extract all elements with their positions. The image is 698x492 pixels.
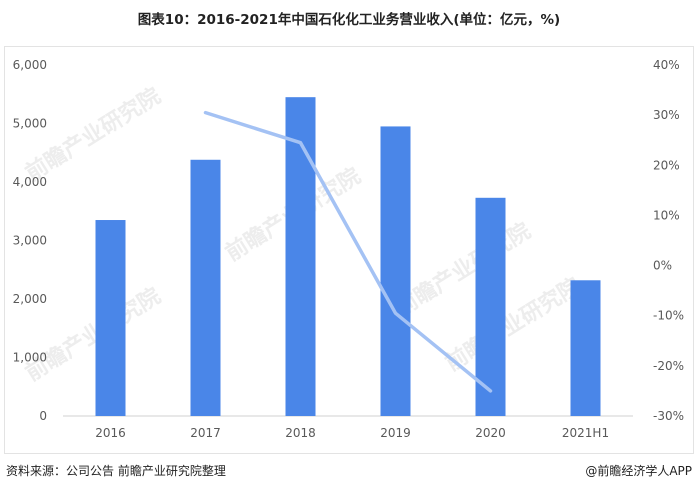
- bar: [285, 97, 316, 417]
- y-left-tick-label: 3,000: [13, 234, 47, 248]
- x-tick-label: 2016: [95, 426, 126, 440]
- y-right-tick-label: 40%: [653, 58, 680, 72]
- bar: [570, 280, 601, 416]
- y-right-tick-label: -20%: [653, 359, 684, 373]
- y-right-tick-label: 30%: [653, 108, 680, 122]
- y-left-tick-label: 0: [39, 409, 47, 423]
- y-right-tick-label: -30%: [653, 409, 684, 423]
- publisher-credit: @前瞻经济学人APP: [585, 464, 692, 478]
- y-left-tick-label: 4,000: [13, 175, 47, 189]
- bar: [95, 220, 126, 416]
- source-note: 资料来源：公司公告 前瞻产业研究院整理: [6, 464, 226, 478]
- chart-svg: 0 1,000 2,000 3,000 4,000 5,000 6,000 -30% -20% -…: [13, 58, 684, 440]
- x-tick-label: 2017: [190, 426, 221, 440]
- x-tick-label: 2019: [380, 426, 411, 440]
- bar: [190, 159, 221, 416]
- x-tick-label: 2020: [475, 426, 506, 440]
- bar: [380, 126, 411, 417]
- bar: [475, 197, 506, 416]
- y-left-tick-label: 5,000: [13, 117, 47, 131]
- x-tick-label: 2021H1: [562, 426, 609, 440]
- chart-title: 图表10：2016-2021年中国石化化工业务营业收入(单位：亿元，%): [137, 12, 561, 28]
- x-tick-label: 2018: [285, 426, 316, 440]
- y-right-tick-label: -10%: [653, 309, 684, 323]
- y-left-tick-label: 6,000: [13, 58, 47, 72]
- y-left-tick-label: 2,000: [13, 292, 47, 306]
- y-right-tick-label: 20%: [653, 158, 680, 172]
- chart-frame: 前瞻产业研究院 前瞻产业研究院 前瞻产业研究院 前瞻产业研究院 前瞻产业研究院 …: [4, 46, 694, 454]
- growth-line: [203, 110, 493, 393]
- y-left-tick-label: 1,000: [13, 351, 47, 365]
- footer: 资料来源：公司公告 前瞻产业研究院整理 @前瞻经济学人APP: [6, 462, 692, 482]
- y-right-tick-label: 10%: [653, 208, 680, 222]
- y-right-tick-label: 0%: [653, 259, 672, 273]
